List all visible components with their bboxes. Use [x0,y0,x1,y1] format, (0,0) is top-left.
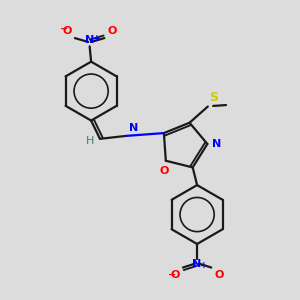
Text: O: O [160,166,169,176]
Text: H: H [86,136,94,146]
Text: O: O [170,271,179,281]
Text: N: N [129,123,138,133]
Text: N: N [212,139,221,149]
Text: S: S [209,91,218,103]
Text: −: − [60,24,68,34]
Text: +: + [93,34,100,43]
Text: N: N [85,35,94,45]
Text: −: − [168,270,176,280]
Text: +: + [200,261,207,270]
Text: O: O [62,26,71,36]
Text: N: N [193,259,202,269]
Text: O: O [108,26,117,36]
Text: O: O [215,271,224,281]
